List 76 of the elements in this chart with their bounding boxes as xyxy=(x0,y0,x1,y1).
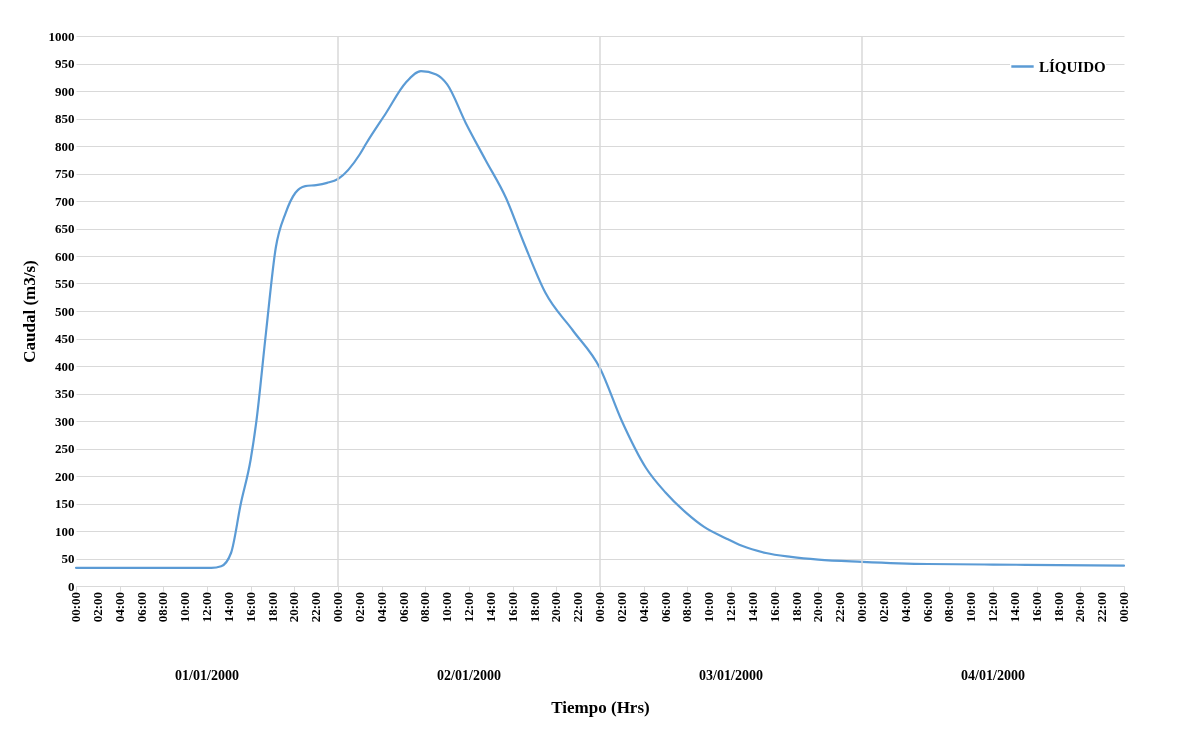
x-tick-label: 14:00 xyxy=(744,592,760,623)
y-axis-title: Caudal (m3/s) xyxy=(19,260,39,363)
x-axis-title: Tiempo (Hrs) xyxy=(551,698,650,717)
x-tick-label: 22:00 xyxy=(570,592,586,623)
x-tick-label: 12:00 xyxy=(461,592,476,623)
x-tick-label: 16:00 xyxy=(766,592,782,623)
y-tick-label: 1000 xyxy=(48,28,75,44)
x-tick-label: 08:00 xyxy=(941,592,957,623)
x-tick-label: 22:00 xyxy=(1094,592,1110,623)
x-tick-label: 10:00 xyxy=(963,592,979,623)
y-tick-label: 500 xyxy=(55,303,75,319)
text: 03/01/2000 xyxy=(699,668,763,683)
x-tick-label: 20:00 xyxy=(810,592,826,623)
x-tick-label: 14:00 xyxy=(1006,592,1022,623)
x-tick-label: 08:00 xyxy=(155,592,171,623)
x-tick-label: 12:00 xyxy=(985,592,1000,623)
y-tick-label: 700 xyxy=(55,193,75,209)
y-tick-label: 850 xyxy=(55,111,75,126)
x-tick-label: 00:00 xyxy=(330,592,345,623)
y-tick-label: 900 xyxy=(55,83,75,99)
x-tick-label: 10:00 xyxy=(177,592,193,623)
legend-label: LÍQUIDO xyxy=(1039,58,1106,75)
x-tick-label: 20:00 xyxy=(1072,592,1088,623)
x-tick-label: 20:00 xyxy=(286,592,302,623)
x-tick-label: 02:00 xyxy=(351,592,367,623)
x-tick-label: 12:00 xyxy=(723,592,738,623)
x-tick-label: 18:00 xyxy=(1050,592,1066,623)
x-tick-label: 18:00 xyxy=(264,592,280,623)
text: 01/01/2000 xyxy=(175,668,239,683)
x-tick-label: 04:00 xyxy=(373,592,389,623)
x-tick-label: 02:00 xyxy=(613,592,629,623)
y-tick-label: 550 xyxy=(55,276,75,291)
y-tick-label: 450 xyxy=(55,331,75,346)
x-tick-label: 20:00 xyxy=(548,592,564,623)
y-tick-label: 50 xyxy=(61,551,75,566)
y-tick-label: 300 xyxy=(55,413,75,429)
x-tick-label: 04:00 xyxy=(111,592,127,623)
y-tick-label: 350 xyxy=(55,386,75,401)
y-tick-label: 250 xyxy=(55,441,75,456)
x-tick-label: 18:00 xyxy=(526,592,542,623)
y-tick-label: 200 xyxy=(55,468,75,484)
x-tick-label: 00:00 xyxy=(854,592,869,623)
x-tick-label: 06:00 xyxy=(919,592,935,623)
x-tick-label: 02:00 xyxy=(89,592,105,623)
y-tick-label: 100 xyxy=(55,523,75,539)
text: 02/01/2000 xyxy=(437,668,501,683)
x-tick-label: 02:00 xyxy=(875,592,891,623)
x-tick-label: 10:00 xyxy=(701,592,717,623)
text: 04/01/2000 xyxy=(961,668,1025,683)
x-tick-label: 06:00 xyxy=(657,592,673,623)
x-tick-label: 22:00 xyxy=(832,592,848,623)
y-tick-label: 650 xyxy=(55,221,75,236)
x-tick-label: 04:00 xyxy=(635,592,651,623)
x-tick-label: 16:00 xyxy=(242,592,258,623)
y-tick-label: 800 xyxy=(55,138,75,154)
x-tick-label: 06:00 xyxy=(133,592,149,623)
x-tick-label: 00:00 xyxy=(592,592,607,623)
x-tick-label: 16:00 xyxy=(504,592,520,623)
x-tick-label: 18:00 xyxy=(788,592,804,623)
x-tick-label: 10:00 xyxy=(439,592,455,623)
y-tick-label: 600 xyxy=(55,248,75,264)
x-tick-label: 00:00 xyxy=(68,592,83,623)
x-tick-label: 08:00 xyxy=(417,592,433,623)
x-tick-label: 16:00 xyxy=(1028,592,1044,623)
x-tick-label: 08:00 xyxy=(679,592,695,623)
y-tick-label: 400 xyxy=(55,358,75,374)
x-tick-label: 12:00 xyxy=(199,592,214,623)
x-tick-label: 06:00 xyxy=(395,592,411,623)
x-tick-label: 22:00 xyxy=(308,592,324,623)
x-tick-label: 14:00 xyxy=(220,592,236,623)
x-tick-label: 00:00 xyxy=(1116,592,1131,623)
y-tick-label: 750 xyxy=(55,166,75,181)
x-tick-label: 04:00 xyxy=(897,592,913,623)
y-tick-label: 950 xyxy=(55,56,75,71)
x-tick-label: 14:00 xyxy=(482,592,498,623)
y-tick-label: 150 xyxy=(55,496,75,511)
